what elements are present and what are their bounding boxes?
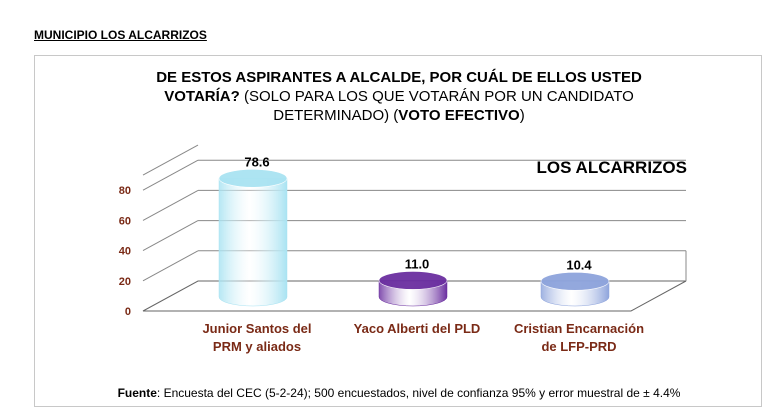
y-tick-label: 20 (119, 276, 131, 288)
bar-top (218, 169, 288, 188)
data-label: 11.0 (405, 256, 430, 271)
question-line-2-bold: VOTARÍA? (164, 88, 240, 105)
source-note: Fuente: Encuesta del CEC (5-2-24); 500 e… (35, 386, 763, 400)
x-category-label: de LFP-PRD (541, 339, 616, 354)
y-tick-label: 0 (125, 306, 131, 318)
y-tick-label: 40 (119, 246, 131, 258)
bar-top (540, 271, 610, 291)
municipality-heading: MUNICIPIO LOS ALCARRIZOS (34, 28, 207, 42)
x-category-label: Junior Santos del (202, 321, 311, 336)
question-line-2: (SOLO PARA LOS QUE VOTARÁN POR UN CANDID… (239, 88, 634, 105)
source-text: : Encuesta del CEC (5-2-24); 500 encuest… (156, 386, 681, 400)
gridline-slant (142, 250, 199, 282)
y-tick-label: 60 (119, 215, 131, 227)
bar (540, 271, 610, 307)
gridline-slant (142, 159, 199, 191)
question-line-3-bold: VOTO EFECTIVO (398, 107, 520, 124)
bar-chart: 0 20 40 60 80 LOS ALCARRIZOS 78.6 Junior Santos… (119, 144, 687, 354)
data-label: 10.4 (566, 257, 592, 272)
x-category-label: Yaco Alberti del PLD (354, 321, 481, 336)
question-line-3a: DETERMINADO) ( (273, 107, 399, 124)
question-line-3b: ) (519, 107, 525, 124)
source-label: Fuente (117, 386, 157, 400)
gridline-slant (142, 189, 199, 221)
bar (218, 169, 288, 307)
chart-frame: DE ESTOS ASPIRANTES A ALCALDE, POR CUÁL … (34, 55, 762, 407)
y-tick-label: 80 (119, 185, 131, 197)
bar-top (378, 271, 448, 290)
x-category-label: Cristian Encarnación (514, 321, 644, 336)
question-line-1: DE ESTOS ASPIRANTES A ALCALDE, POR CUÁL … (156, 69, 642, 86)
bar (378, 271, 448, 307)
bar-body (218, 178, 288, 307)
x-category-label: PRM y aliados (213, 339, 301, 354)
chart-title: LOS ALCARRIZOS (537, 158, 687, 177)
data-label: 78.6 (244, 154, 269, 169)
gridline-slant (142, 144, 199, 176)
chart-question: DE ESTOS ASPIRANTES A ALCALDE, POR CUÁL … (35, 68, 763, 125)
gridline-slant (142, 220, 199, 252)
